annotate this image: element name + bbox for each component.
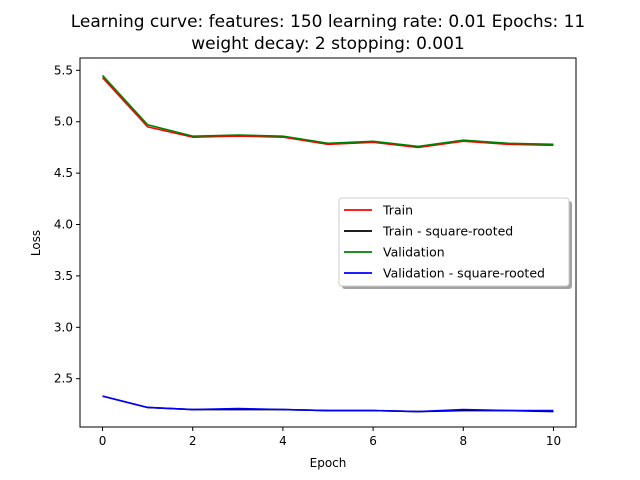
legend-label-2: Train - square-rooted <box>382 224 513 239</box>
x-tick-label: 0 <box>99 434 107 448</box>
chart-title-line1: Learning curve: features: 150 learning r… <box>71 12 586 32</box>
x-axis-label: Epoch <box>310 456 347 470</box>
series-lines <box>101 74 554 413</box>
y-tick-label: 3.5 <box>54 269 73 283</box>
y-tick-label: 3.0 <box>54 320 73 334</box>
y-tick-label: 2.5 <box>54 372 73 386</box>
y-tick-label: 5.5 <box>54 63 73 77</box>
y-tick-label: 4.5 <box>54 166 73 180</box>
chart-title-line2: weight decay: 2 stopping: 0.001 <box>191 34 465 54</box>
series-line-4 <box>102 395 554 413</box>
y-tick-label: 5.0 <box>54 115 73 129</box>
x-tick-label: 10 <box>546 434 561 448</box>
series-line-1 <box>101 76 554 149</box>
y-axis-ticks: 2.5 3.0 3.5 4.0 4.5 5.0 5.5 <box>54 63 80 386</box>
legend-label-3: Validation <box>383 245 445 260</box>
plot-frame <box>79 57 577 428</box>
y-axis-label: Loss <box>29 230 43 256</box>
legend-label-1: Train <box>382 203 413 218</box>
legend: Train Train - square-rooted Validation Vali… <box>338 197 572 289</box>
x-axis-ticks: 0 2 4 6 8 10 <box>99 427 561 448</box>
legend-box <box>338 197 570 287</box>
x-tick-label: 2 <box>189 434 197 448</box>
series-line-3 <box>101 74 554 148</box>
x-tick-label: 6 <box>369 434 377 448</box>
legend-label-4: Validation - square-rooted <box>383 266 545 281</box>
x-tick-label: 8 <box>459 434 467 448</box>
x-tick-label: 4 <box>279 434 287 448</box>
y-tick-label: 4.0 <box>54 218 73 232</box>
